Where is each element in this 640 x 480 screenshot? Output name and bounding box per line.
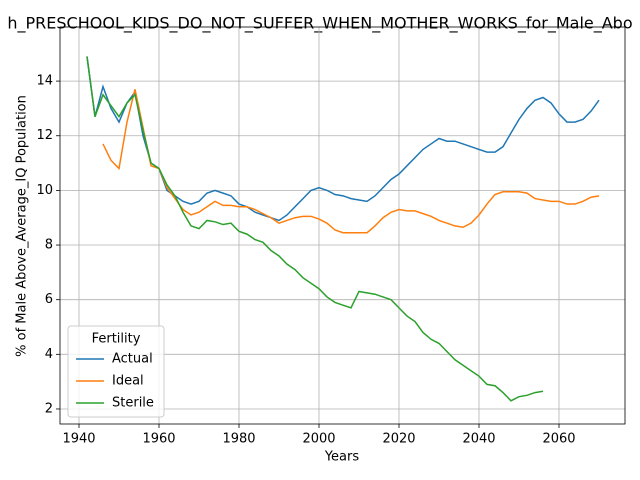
y-tick-label: 6 bbox=[45, 292, 53, 307]
legend-label: Actual bbox=[112, 352, 153, 367]
x-tick-label: 2020 bbox=[382, 432, 415, 447]
x-tick-label: 1960 bbox=[142, 432, 175, 447]
y-tick-label: 2 bbox=[45, 401, 53, 416]
y-tick-label: 8 bbox=[45, 238, 53, 253]
legend-label: Sterile bbox=[112, 396, 154, 411]
legend-label: Ideal bbox=[112, 374, 144, 389]
y-tick-label: 4 bbox=[45, 347, 53, 362]
x-tick-label: 2000 bbox=[302, 432, 335, 447]
y-tick-label: 10 bbox=[36, 183, 53, 198]
plot-frame bbox=[59, 26, 626, 425]
x-axis-label: Years bbox=[324, 450, 360, 465]
x-tick-label: 1980 bbox=[222, 432, 255, 447]
legend-title: Fertility bbox=[92, 332, 141, 347]
y-axis-label: % of Male Above_Average_IQ Population bbox=[15, 95, 30, 357]
line-series bbox=[86, 56, 544, 402]
chart-title: h_PRESCHOOL_KIDS_DO_NOT_SUFFER_WHEN_MOTH… bbox=[7, 14, 632, 34]
y-tick-label: 14 bbox=[36, 74, 53, 89]
x-tick-label: 1940 bbox=[62, 432, 95, 447]
x-tick-label: 2040 bbox=[462, 432, 495, 447]
y-tick-label: 12 bbox=[36, 128, 53, 143]
line-series bbox=[102, 89, 600, 234]
legend-box bbox=[67, 325, 165, 418]
x-tick-label: 2060 bbox=[542, 432, 575, 447]
